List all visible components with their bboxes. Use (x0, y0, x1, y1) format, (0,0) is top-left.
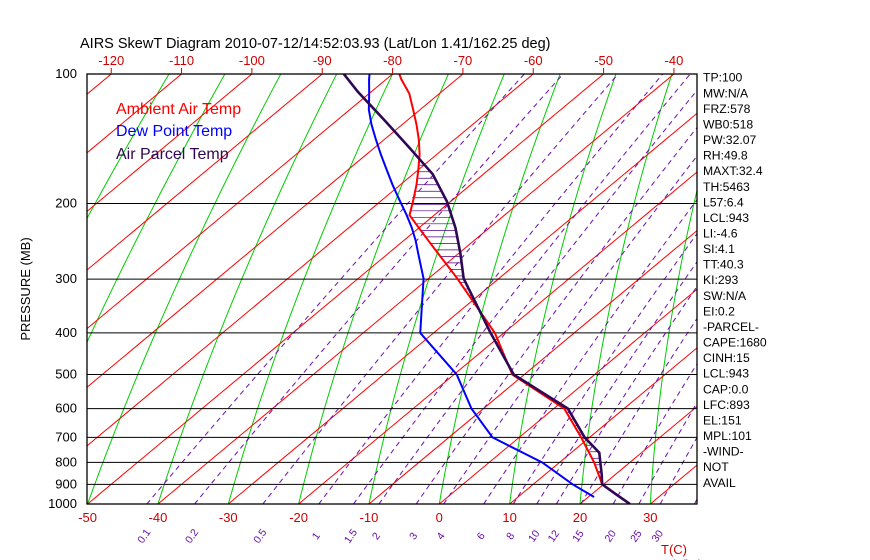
svg-text:LCL:943: LCL:943 (703, 211, 749, 225)
svg-text:200: 200 (55, 195, 77, 210)
svg-text:MPL:101: MPL:101 (703, 429, 752, 443)
svg-text:TT:40.3: TT:40.3 (703, 258, 744, 272)
svg-text:NOT: NOT (703, 460, 729, 474)
svg-text:MAXT:32.4: MAXT:32.4 (703, 164, 763, 178)
svg-text:LFC:893: LFC:893 (703, 398, 750, 412)
svg-text:AIRS SkewT Diagram 2010-07-12/: AIRS SkewT Diagram 2010-07-12/14:52:03.9… (80, 36, 551, 52)
svg-text:CAP:0.0: CAP:0.0 (703, 382, 749, 396)
svg-text:-70: -70 (454, 53, 473, 68)
svg-text:-40: -40 (665, 53, 684, 68)
svg-text:-100: -100 (239, 53, 265, 68)
svg-text:20: 20 (573, 510, 587, 525)
svg-text:MW:N/A: MW:N/A (703, 86, 749, 100)
svg-text:EL:151: EL:151 (703, 413, 742, 427)
svg-text:600: 600 (55, 401, 77, 416)
svg-text:CAPE:1680: CAPE:1680 (703, 336, 767, 350)
svg-text:-80: -80 (383, 53, 402, 68)
svg-text:-120: -120 (98, 53, 124, 68)
svg-text:RH:49.8: RH:49.8 (703, 149, 748, 163)
svg-text:700: 700 (55, 429, 77, 444)
svg-text:Air Parcel Temp: Air Parcel Temp (116, 146, 229, 163)
svg-text:LCL:943: LCL:943 (703, 367, 749, 381)
svg-text:-90: -90 (313, 53, 332, 68)
svg-text:400: 400 (55, 325, 77, 340)
svg-text:PW:32.07: PW:32.07 (703, 133, 757, 147)
svg-text:10: 10 (502, 510, 516, 525)
svg-text:L57:6.4: L57:6.4 (703, 195, 744, 209)
svg-text:900: 900 (55, 476, 77, 491)
svg-text:SW:N/A: SW:N/A (703, 289, 747, 303)
svg-text:EI:0.2: EI:0.2 (703, 304, 735, 318)
svg-text:300: 300 (55, 271, 77, 286)
svg-text:500: 500 (55, 367, 77, 382)
svg-text:1000: 1000 (48, 496, 77, 511)
svg-text:T(C): T(C) (661, 542, 687, 557)
svg-text:-50: -50 (78, 510, 97, 525)
svg-text:AVAIL: AVAIL (703, 476, 736, 490)
svg-text:LI:-4.6: LI:-4.6 (703, 227, 738, 241)
svg-text:Dew Point Temp: Dew Point Temp (116, 123, 232, 140)
svg-text:30: 30 (643, 510, 657, 525)
svg-text:-PARCEL-: -PARCEL- (703, 320, 759, 334)
svg-text:-30: -30 (219, 510, 238, 525)
svg-text:-110: -110 (169, 53, 194, 68)
svg-text:Ambient Air Temp: Ambient Air Temp (116, 101, 241, 118)
svg-text:0: 0 (436, 510, 443, 525)
svg-text:-10: -10 (360, 510, 379, 525)
svg-text:TH:5463: TH:5463 (703, 180, 750, 194)
svg-text:800: 800 (55, 454, 77, 469)
svg-text:CINH:15: CINH:15 (703, 351, 750, 365)
svg-text:-20: -20 (289, 510, 308, 525)
svg-text:-40: -40 (149, 510, 168, 525)
svg-text:-50: -50 (594, 53, 613, 68)
svg-text:-WIND-: -WIND- (703, 445, 744, 459)
svg-text:100: 100 (55, 66, 77, 81)
svg-text:WB0:518: WB0:518 (703, 117, 753, 131)
svg-text:PRESSURE (MB): PRESSURE (MB) (18, 237, 33, 340)
svg-text:TP:100: TP:100 (703, 71, 743, 85)
svg-text:FRZ:578: FRZ:578 (703, 102, 751, 116)
svg-text:SI:4.1: SI:4.1 (703, 242, 735, 256)
svg-text:-60: -60 (524, 53, 543, 68)
svg-text:KI:293: KI:293 (703, 273, 738, 287)
